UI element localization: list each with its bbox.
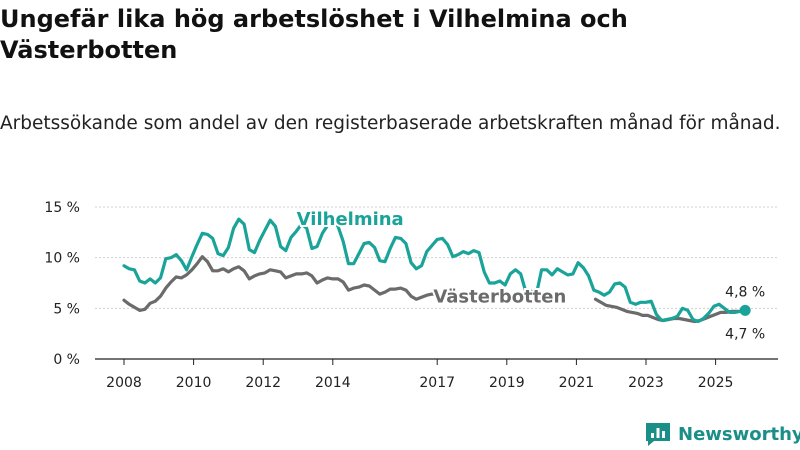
x-tick-label-5: 2019	[489, 375, 525, 391]
y-tick-label-2: 10 %	[44, 251, 80, 267]
x-tick-label-4: 2017	[419, 375, 455, 391]
x-tick-label-0: 2008	[106, 375, 142, 391]
series-lines	[122, 217, 751, 324]
y-axis-ticks: 0 % 5 % 10 % 15 %	[44, 200, 80, 368]
vilhelmina-end-dot	[739, 304, 751, 316]
vilhelmina-end-label: 4,8 %	[725, 284, 765, 300]
series-name-label-0: Vilhelmina	[297, 209, 404, 230]
chart-subtitle: Arbetssökande som andel av den registerb…	[0, 113, 781, 134]
series-line-2	[122, 217, 747, 324]
newsworthy-logo: Newsworthy	[644, 420, 800, 448]
x-tick-label-8: 2025	[698, 375, 734, 391]
x-tick-label-1: 2010	[176, 375, 212, 391]
newsworthy-bars-icon	[646, 423, 670, 446]
y-tick-label-1: 5 %	[53, 301, 80, 317]
newsworthy-wordmark: Newsworthy	[678, 423, 800, 445]
x-tick-label-3: 2014	[315, 375, 351, 391]
y-tick-label-0: 0 %	[53, 352, 80, 368]
vasterbotten-end-label: 4,7 %	[725, 326, 765, 342]
x-tick-label-2: 2012	[245, 375, 281, 391]
series-name-label-1: Västerbotten	[433, 286, 566, 307]
x-tick-label-7: 2023	[628, 375, 664, 391]
y-tick-label-3: 15 %	[44, 200, 80, 216]
x-tick-label-6: 2021	[559, 375, 595, 391]
chart-title: Ungefär lika hög arbetslöshet i Vilhelmi…	[0, 5, 628, 64]
x-axis-ticks: 2008 2010 2012 2014 2017 2019 2021 2023 2025	[106, 359, 733, 391]
series-line-0	[122, 255, 460, 312]
series-labels: 4,8 % 4,7 % Vilhelmina Västerbotten	[295, 207, 766, 342]
gridlines	[95, 206, 778, 360]
